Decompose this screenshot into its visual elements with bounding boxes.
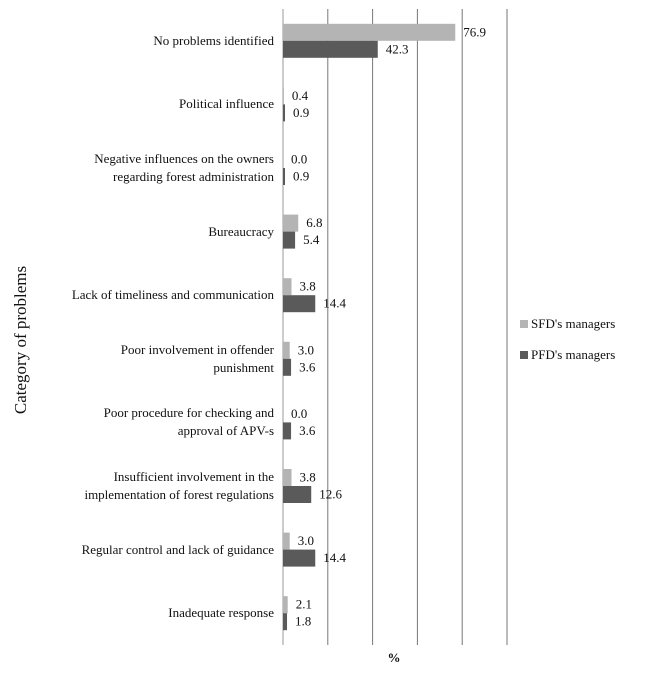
category-label: Political influence xyxy=(179,96,274,112)
data-label: 76.9 xyxy=(463,24,486,39)
data-label: 6.8 xyxy=(306,215,322,230)
bar xyxy=(283,469,292,486)
bar xyxy=(283,596,288,614)
category-label: Lack of timeliness and communication xyxy=(71,287,274,303)
y-axis-title: Category of problems xyxy=(11,266,30,414)
data-label: 3.6 xyxy=(299,359,316,374)
bar xyxy=(283,422,292,440)
bar xyxy=(283,358,292,376)
data-label: 12.6 xyxy=(319,486,342,501)
bar xyxy=(283,341,290,359)
bar xyxy=(283,549,316,567)
bar xyxy=(283,486,312,503)
category-label: Insufficient involvement in the implemen… xyxy=(84,469,274,502)
y-tick-label: Lack of timeliness and communication xyxy=(71,287,274,303)
data-label: 42.3 xyxy=(386,41,409,56)
y-tick-label: Poor involvement in offender punishment xyxy=(120,341,274,375)
category-label: Negative influences on the owners regard… xyxy=(94,151,274,184)
data-label: 0.9 xyxy=(293,105,309,120)
y-tick-label: Inadequate response xyxy=(168,605,274,621)
x-axis-title: % xyxy=(388,650,401,665)
category-label: Poor involvement in offender punishment xyxy=(120,341,274,375)
legend-label: PFD's managers xyxy=(531,347,615,362)
data-label: 0.0 xyxy=(291,406,307,421)
data-label: 0.4 xyxy=(292,88,309,103)
y-tick-label: Regular control and lack of guidance xyxy=(81,541,274,557)
bar xyxy=(283,278,292,296)
category-label: Bureaucracy xyxy=(208,223,274,239)
y-tick-label: Negative influences on the owners regard… xyxy=(94,151,274,184)
data-label: 3.8 xyxy=(300,469,316,484)
bar xyxy=(283,214,299,232)
legend-label: SFD's managers xyxy=(531,316,615,331)
bar xyxy=(283,87,284,105)
bar xyxy=(283,231,296,249)
bar xyxy=(283,104,286,122)
data-label: 3.8 xyxy=(300,279,316,294)
category-label: Poor procedure for checking and approval… xyxy=(103,405,274,439)
bar xyxy=(283,168,286,185)
data-label: 1.8 xyxy=(295,614,311,629)
category-label: Inadequate response xyxy=(168,605,274,621)
data-label: 3.6 xyxy=(299,423,316,438)
bar xyxy=(283,295,316,313)
y-tick-label: No problems identified xyxy=(153,32,274,48)
data-label: 0.0 xyxy=(291,151,307,166)
data-label: 3.0 xyxy=(298,342,314,357)
data-label: 0.9 xyxy=(293,168,309,183)
bar xyxy=(283,532,290,550)
y-tick-label: Poor procedure for checking and approval… xyxy=(103,405,274,439)
data-label: 14.4 xyxy=(323,296,346,311)
y-tick-label: Bureaucracy xyxy=(208,223,274,239)
bar xyxy=(283,40,378,58)
legend-swatch xyxy=(520,351,528,359)
bar xyxy=(283,613,288,631)
category-label: Regular control and lack of guidance xyxy=(81,541,274,557)
legend-swatch xyxy=(520,320,528,328)
data-label: 14.4 xyxy=(323,550,346,565)
data-label: 5.4 xyxy=(303,232,320,247)
bar xyxy=(283,23,456,41)
data-label: 2.1 xyxy=(296,597,312,612)
y-tick-label: Political influence xyxy=(179,96,274,112)
y-tick-label: Insufficient involvement in the implemen… xyxy=(84,469,274,502)
data-label: 3.0 xyxy=(298,533,314,548)
category-label: No problems identified xyxy=(153,32,274,48)
